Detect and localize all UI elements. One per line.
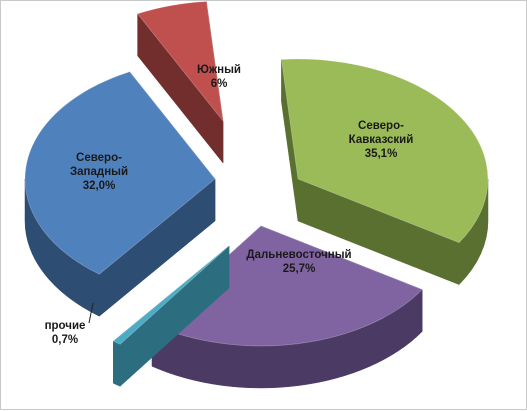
pie-slice-5 bbox=[136, 1, 224, 164]
pie-slice-1 bbox=[280, 58, 489, 286]
data-label-2: Дальневосточный 25,7% bbox=[246, 249, 351, 275]
data-label-5: Южный 6% bbox=[197, 64, 241, 90]
slice-top-face bbox=[151, 225, 423, 347]
data-label-4: Северо-Западный 32,0% bbox=[70, 152, 128, 192]
slice-top-face bbox=[24, 71, 216, 275]
slice-top-face bbox=[136, 1, 224, 123]
slice-top-face bbox=[280, 58, 489, 244]
slice-outer-wall bbox=[113, 340, 121, 387]
pie-slice-3 bbox=[112, 245, 230, 387]
pie-slice-4 bbox=[24, 71, 216, 317]
data-label-3: прочие 0,7% bbox=[45, 320, 86, 346]
leader-line bbox=[88, 302, 94, 324]
data-label-1: Северо-Кавказский 35,1% bbox=[349, 120, 414, 160]
slice-top-face bbox=[112, 245, 230, 345]
